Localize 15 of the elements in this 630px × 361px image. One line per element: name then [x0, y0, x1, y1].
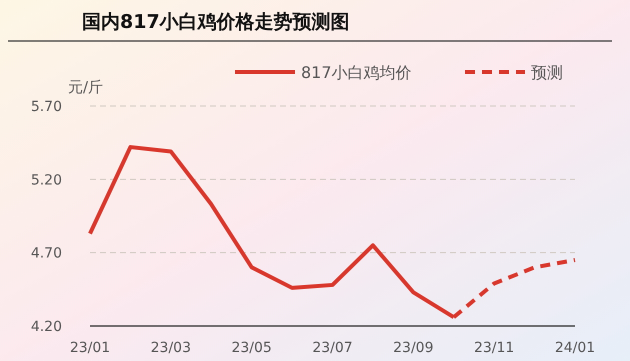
y-tick-label: 5.20	[30, 172, 62, 188]
x-tick-label: 23/03	[150, 340, 192, 356]
y-tick-label: 5.70	[30, 99, 62, 115]
x-tick-label: 23/09	[393, 340, 434, 356]
y-axis-title: 元/斤	[68, 78, 104, 96]
chart-title: 国内817小白鸡价格走势预测图	[82, 11, 350, 33]
y-tick-label: 4.70	[30, 246, 62, 262]
y-tick-label: 4.20	[30, 319, 62, 335]
x-tick-label: 24/01	[554, 340, 596, 356]
x-tick-label: 23/05	[231, 340, 272, 356]
legend-label: 817小白鸡均价	[301, 63, 412, 82]
legend-label: 预测	[531, 63, 563, 82]
x-tick-label: 23/07	[312, 340, 353, 356]
x-tick-label: 23/01	[70, 340, 110, 356]
x-tick-label: 23/11	[474, 340, 514, 356]
